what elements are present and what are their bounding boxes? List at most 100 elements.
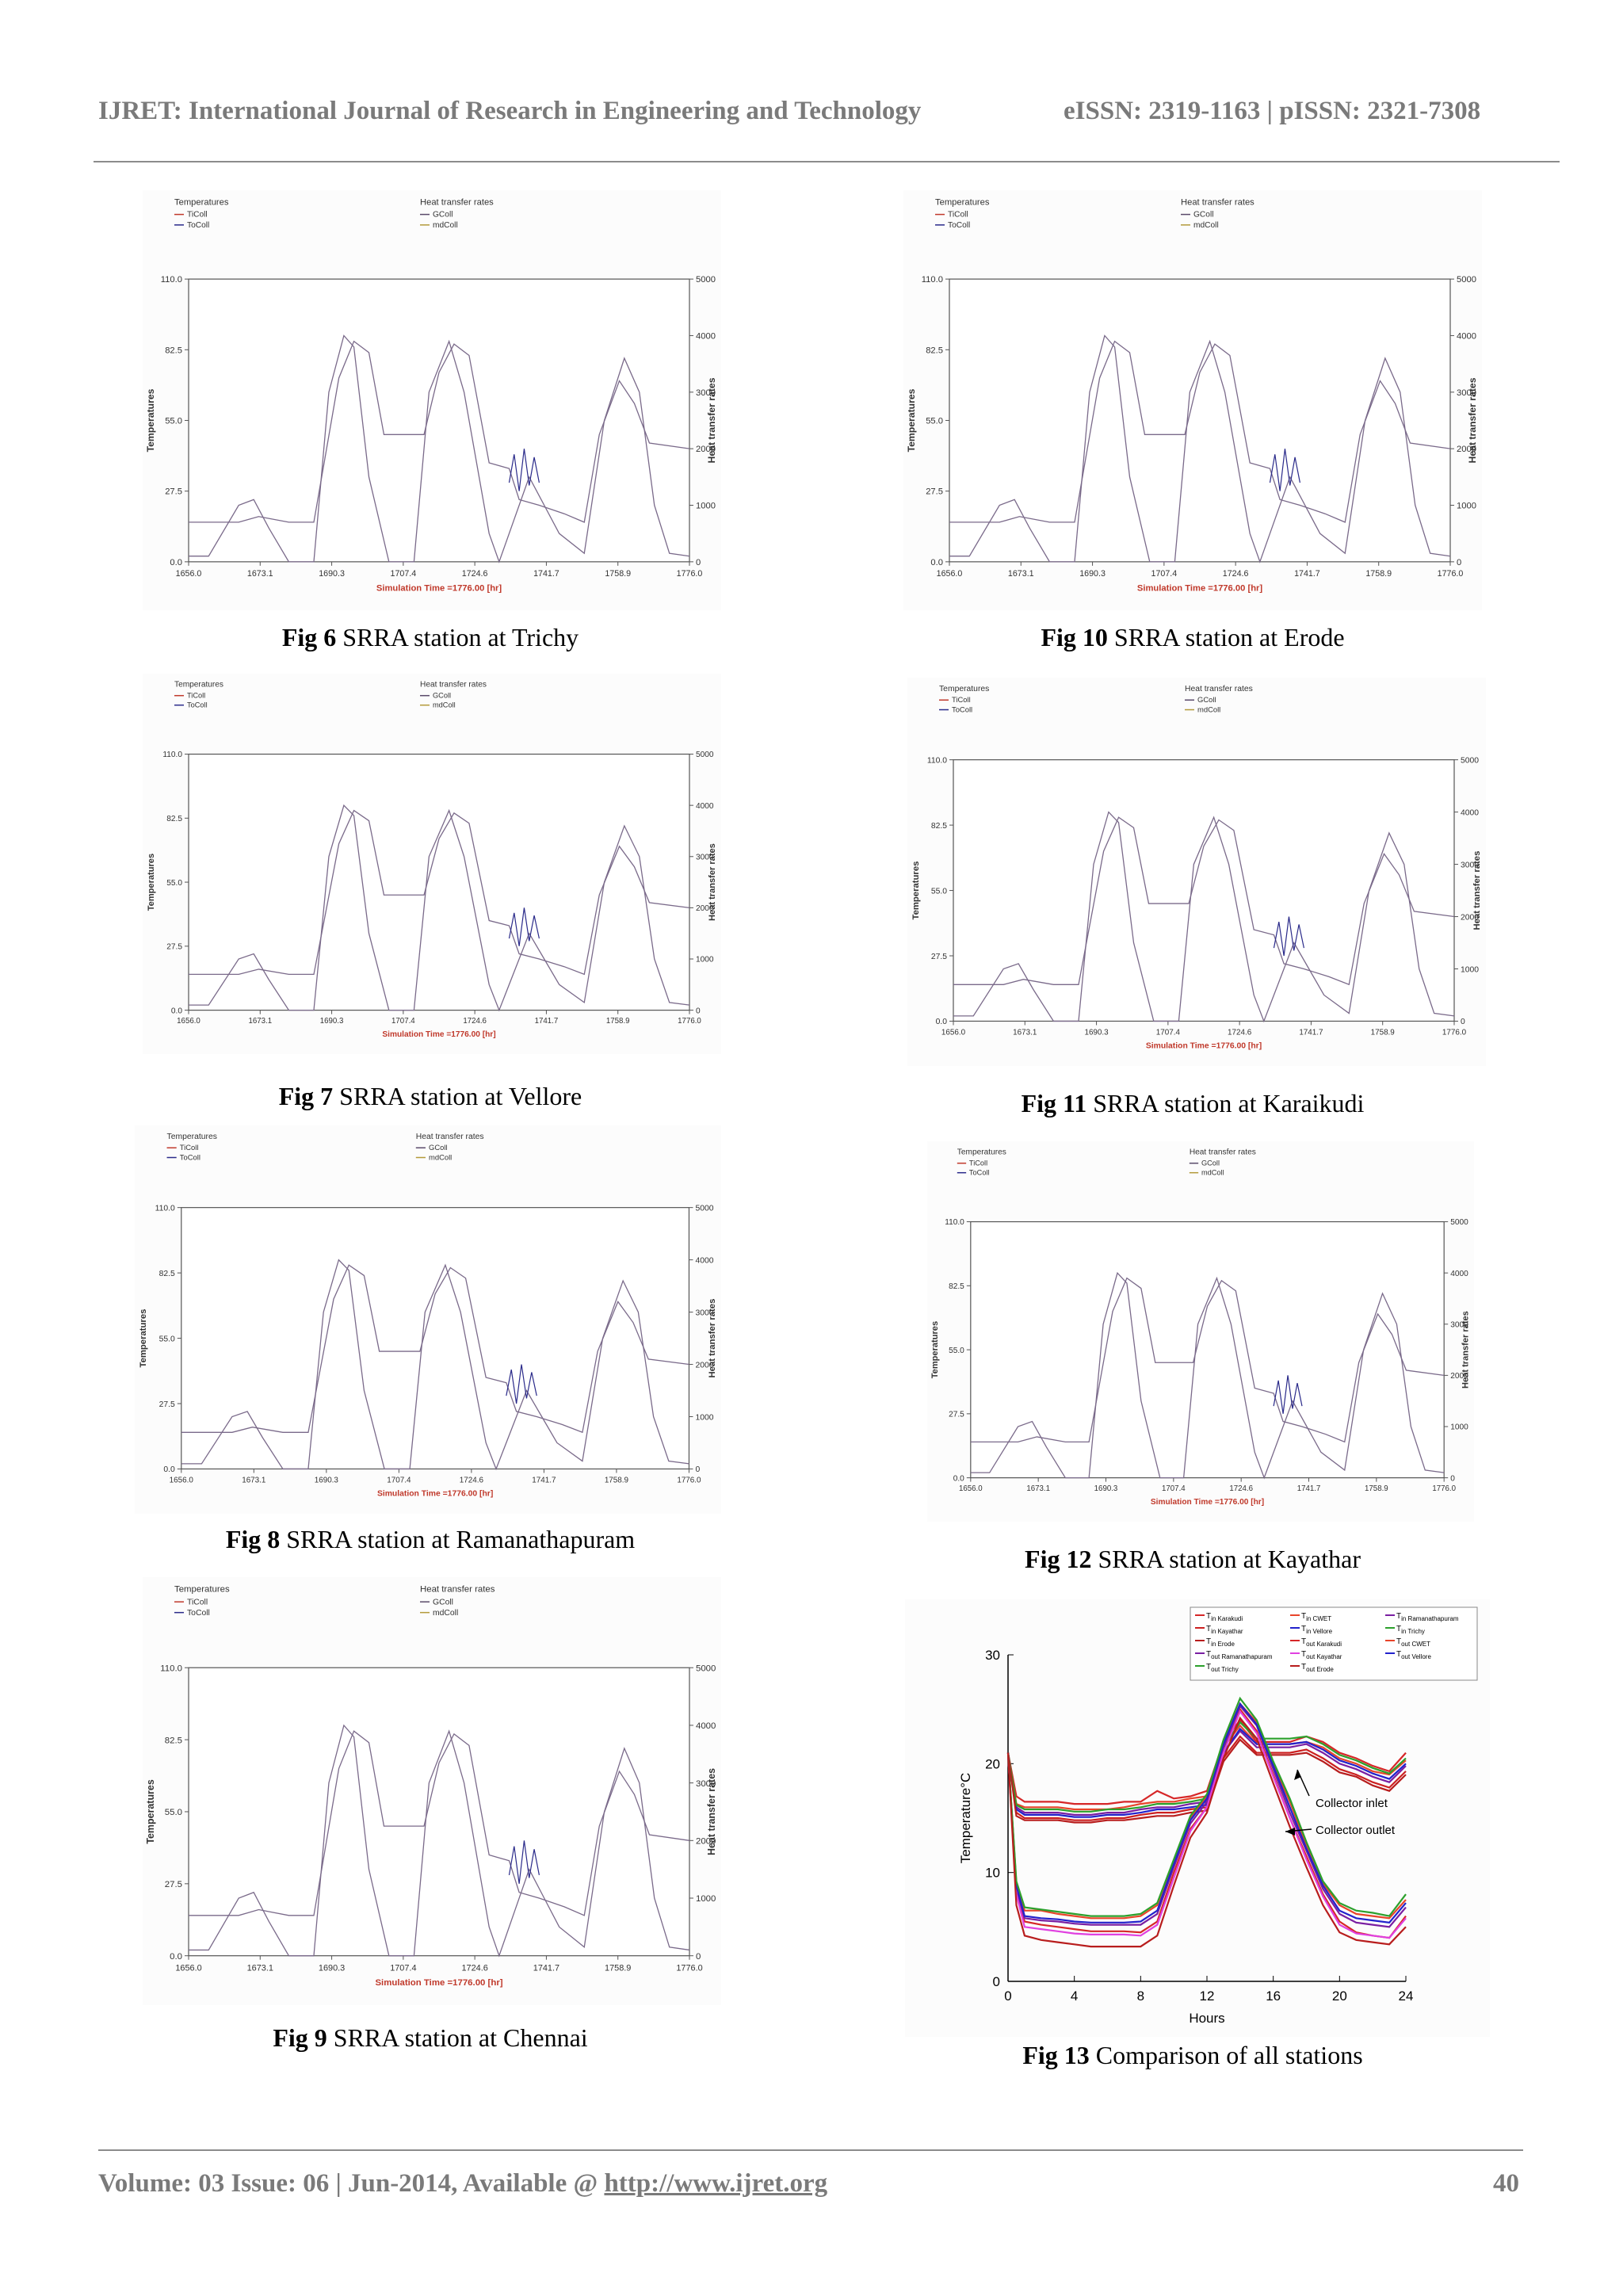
caption-fig-7-text: SRRA station at Vellore xyxy=(333,1082,582,1110)
gcoll-noise-trace xyxy=(1273,1375,1303,1414)
x-tick-label: 1673.1 xyxy=(1008,569,1034,579)
y-right-tick-label: 0 xyxy=(695,1465,700,1474)
series-tout-kayathar xyxy=(1006,1710,1407,1939)
caption-fig-6: Fig 6 SRRA station at Trichy xyxy=(282,623,579,652)
y-left-tick-label: 0.0 xyxy=(936,1018,948,1026)
x-tick-label: 1707.4 xyxy=(1162,1484,1186,1493)
y-left-tick-label: 110.0 xyxy=(945,1218,964,1227)
y-right-tick-label: 3000 xyxy=(1450,1320,1468,1329)
legend-label: Tin Kayathar xyxy=(1206,1625,1243,1635)
caption-fig-7: Fig 7 SRRA station at Vellore xyxy=(279,1082,582,1111)
legend-label-base: T xyxy=(1396,1625,1401,1633)
legend-label: Tin Ramanathapuram xyxy=(1396,1612,1459,1622)
y-left-tick-label: 110.0 xyxy=(927,756,947,765)
legend-temperatures-title: Temperatures xyxy=(174,681,223,690)
legend-label-base: T xyxy=(1301,1637,1306,1646)
y-right-axis-label: Heat transfer rates xyxy=(706,1768,717,1855)
plot-frame xyxy=(181,1207,690,1470)
y-left-tick-label: 27.5 xyxy=(949,1411,964,1419)
y-left-tick-label: 0.0 xyxy=(163,1465,175,1474)
y-left-tick-label: 27.5 xyxy=(926,487,943,497)
y-right-tick-label: 4000 xyxy=(1457,332,1476,342)
legend-label-sub: in Erode xyxy=(1211,1641,1235,1648)
y-right-tick-label: 1000 xyxy=(695,1413,713,1422)
legend-item-mdcoll: mdColl xyxy=(1197,705,1220,713)
y-left-tick-label: 82.5 xyxy=(931,822,947,831)
legend-label: Tout Karakudi xyxy=(1301,1637,1342,1648)
legend-label-base: T xyxy=(1206,1663,1211,1671)
y-right-tick-label: 2000 xyxy=(1457,445,1476,454)
y-left-tick-label: 55.0 xyxy=(159,1335,175,1343)
legend-item-ticoll: TiColl xyxy=(948,211,968,220)
y-left-tick-label: 55.0 xyxy=(931,887,947,896)
legend-heat-title: Heat transfer rates xyxy=(1185,685,1253,693)
legend-item-tocoll: ToColl xyxy=(187,1609,210,1618)
x-tick-label: 1707.4 xyxy=(1151,569,1178,579)
y-tick-label: 0 xyxy=(993,1974,1000,1989)
x-tick-label: 1741.7 xyxy=(1299,1028,1323,1037)
x-tick-label: 20 xyxy=(1332,1988,1347,2004)
gcoll-noise-trace xyxy=(1269,449,1300,491)
y-left-tick-label: 55.0 xyxy=(949,1347,964,1355)
x-tick-label: 1673.1 xyxy=(242,1476,266,1484)
y-left-tick-label: 27.5 xyxy=(165,1880,182,1889)
legend-item-ticoll: TiColl xyxy=(952,695,971,704)
legend-label: Tin Vellore xyxy=(1301,1625,1333,1635)
x-tick-label: 1758.9 xyxy=(605,1963,631,1973)
x-tick-label: 1656.0 xyxy=(937,569,963,579)
x-tick-label: 1656.0 xyxy=(941,1028,966,1037)
legend-item-tocoll: ToColl xyxy=(948,221,970,230)
y-right-tick-label: 2000 xyxy=(1450,1372,1468,1381)
legend-item-gcoll: GColl xyxy=(1201,1159,1220,1167)
x-tick-label: 1758.9 xyxy=(606,1017,630,1026)
tocoll-trace xyxy=(189,334,690,563)
legend-heat-title: Heat transfer rates xyxy=(1190,1148,1256,1157)
caption-fig-8-text: SRRA station at Ramanathapuram xyxy=(280,1525,636,1553)
x-axis-title: Simulation Time =1776.00 [hr] xyxy=(377,1489,493,1498)
y-left-tick-label: 110.0 xyxy=(155,1204,175,1213)
y-right-tick-label: 4000 xyxy=(696,332,716,342)
tocoll-trace xyxy=(953,811,1455,1023)
legend-heat-title: Heat transfer rates xyxy=(420,1585,495,1595)
x-tick-label: 1673.1 xyxy=(1013,1028,1037,1037)
y-right-tick-label: 0 xyxy=(1461,1018,1465,1026)
x-tick-label: 1776.0 xyxy=(677,569,703,579)
legend-temperatures-title: Temperatures xyxy=(174,1585,230,1595)
x-tick-label: 1690.3 xyxy=(1094,1484,1118,1493)
x-axis-title: Simulation Time =1776.00 [hr] xyxy=(1137,584,1263,594)
y-left-axis-label: Temperatures xyxy=(145,1779,156,1844)
y-right-axis-label: Heat transfer rates xyxy=(708,843,717,921)
caption-fig-13: Fig 13 Comparison of all stations xyxy=(1022,2041,1362,2070)
trnsys-plot-svg: Temperatures Heat transfer rates TiColl ToC… xyxy=(145,1585,717,1988)
x-tick-label: 1656.0 xyxy=(176,569,202,579)
figure-6-plot: Temperatures Heat transfer rates TiColl ToC… xyxy=(143,190,721,610)
x-tick-label: 0 xyxy=(1004,1988,1011,2004)
y-left-tick-label: 55.0 xyxy=(926,417,943,426)
legend-heat-title: Heat transfer rates xyxy=(1181,197,1254,207)
y-left-axis-label: Temperatures xyxy=(147,854,156,911)
y-right-tick-label: 1000 xyxy=(696,956,714,965)
caption-fig-12: Fig 12 SRRA station at Kayathar xyxy=(1025,1545,1361,1574)
legend-item-mdcoll: mdColl xyxy=(1201,1168,1224,1176)
footer-url-link[interactable]: http://www.ijret.org xyxy=(604,2169,828,2198)
series-tout-trichy xyxy=(1006,1696,1407,1917)
caption-fig-13-num: Fig 13 xyxy=(1022,2041,1090,2069)
figure-11-plot: Temperatures Heat transfer rates TiColl ToC… xyxy=(907,678,1486,1066)
gcoll-noise-trace xyxy=(508,449,540,491)
legend-group: Tin Karakudi Tin CWET Tin RamanathapuramTi… xyxy=(1190,1606,1478,1681)
legend-item-mdcoll: mdColl xyxy=(433,221,458,230)
plot-frame xyxy=(949,278,1451,563)
x-tick-label: 1707.4 xyxy=(390,1963,416,1973)
legend-temperatures-title: Temperatures xyxy=(935,197,990,207)
legend-item-gcoll: GColl xyxy=(1197,695,1216,704)
y-right-tick-label: 5000 xyxy=(1457,275,1476,285)
y-right-tick-label: 0 xyxy=(696,558,701,567)
caption-fig-9-num: Fig 9 xyxy=(273,2023,327,2052)
legend-label-sub: in Trichy xyxy=(1401,1628,1425,1635)
y-right-tick-label: 3000 xyxy=(1461,861,1479,869)
legend-label: Tout CWET xyxy=(1396,1637,1430,1648)
x-tick-label: 1707.4 xyxy=(391,1017,415,1026)
legend-label-sub: out Erode xyxy=(1306,1666,1334,1673)
x-tick-label: 1656.0 xyxy=(170,1476,194,1484)
x-tick-label: 1776.0 xyxy=(1432,1484,1456,1493)
